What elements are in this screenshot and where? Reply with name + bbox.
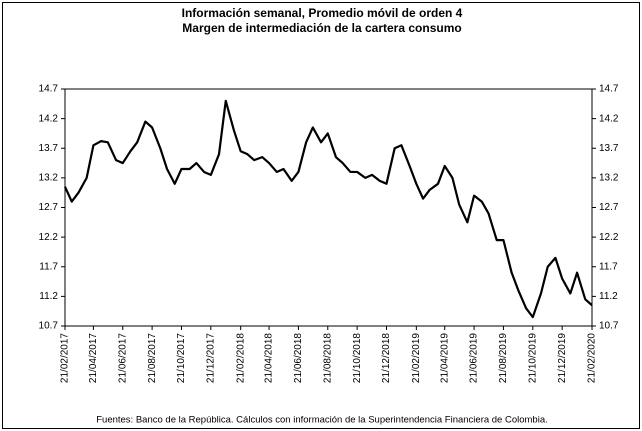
source: Fuentes: Banco de la República. Cálculos… (96, 415, 548, 426)
y2-tick-label: 14.7 (599, 84, 619, 95)
x-tick-label: 21/02/2020 (587, 333, 598, 383)
x-tick-label: 21/12/2017 (205, 333, 216, 383)
y-tick-label: 14.7 (39, 84, 59, 95)
y2-tick-label: 14.2 (599, 113, 619, 124)
y2-tick-label: 11.7 (599, 261, 618, 272)
x-tick-label: 21/08/2018 (322, 333, 333, 383)
x-tick-label: 21/12/2018 (381, 333, 392, 383)
x-tick-label: 21/10/2019 (527, 333, 538, 383)
x-tick-label: 21/06/2018 (293, 333, 304, 383)
x-tick-label: 21/08/2019 (498, 333, 509, 383)
x-tick-label: 21/10/2017 (176, 333, 187, 383)
x-tick-label: 21/08/2017 (147, 333, 158, 383)
y-tick-label: 13.2 (39, 173, 59, 184)
y-tick-label: 13.7 (39, 143, 59, 154)
y2-tick-label: 13.7 (599, 143, 619, 154)
x-tick-label: 21/02/2017 (60, 333, 71, 383)
x-tick-label: 21/02/2019 (411, 333, 422, 383)
y-tick-label: 12.7 (39, 202, 59, 213)
chart-title: Información semanal, Promedio móvil de o… (182, 6, 463, 20)
y-tick-label: 11.2 (39, 291, 58, 302)
y2-tick-label: 12.7 (599, 202, 619, 213)
y-tick-label: 14.2 (39, 113, 59, 124)
x-tick-label: 21/12/2019 (557, 333, 568, 383)
y-tick-label: 12.2 (39, 232, 59, 243)
y-tick-label: 10.7 (39, 321, 59, 332)
x-tick-label: 21/04/2018 (264, 333, 275, 383)
y2-tick-label: 12.2 (599, 232, 619, 243)
y-tick-label: 11.7 (39, 261, 58, 272)
line (63, 99, 593, 319)
x-tick-label: 21/04/2017 (88, 333, 99, 383)
y2-tick-label: 13.2 (599, 173, 619, 184)
x-tick-label: 21/10/2018 (352, 333, 363, 383)
chart-subtitle: Margen de intermediación de la cartera c… (182, 21, 461, 35)
y2-tick-label: 11.2 (599, 291, 618, 302)
x-tick-label: 21/02/2018 (235, 333, 246, 383)
x-tick-label: 21/06/2019 (469, 333, 480, 383)
y2-tick-label: 10.7 (599, 321, 619, 332)
x-tick-label: 21/06/2017 (117, 333, 128, 383)
x-tick-label: 21/04/2019 (439, 333, 450, 383)
